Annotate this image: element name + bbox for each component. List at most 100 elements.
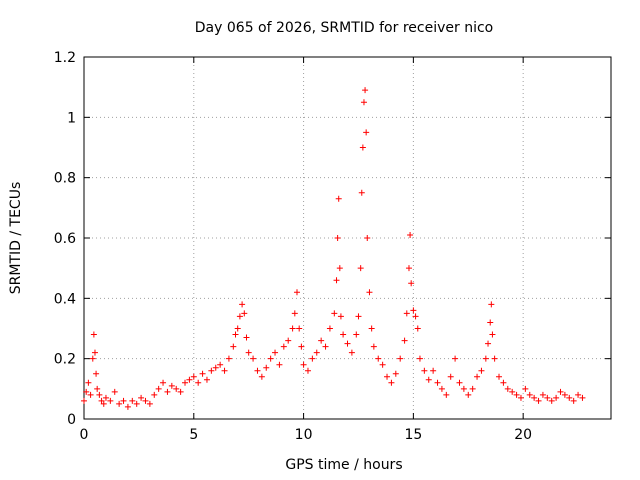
data-point bbox=[465, 391, 472, 398]
data-point bbox=[91, 349, 98, 356]
data-point bbox=[478, 367, 485, 374]
data-point bbox=[485, 340, 492, 347]
data-point bbox=[548, 397, 555, 404]
data-point bbox=[102, 394, 109, 401]
data-point bbox=[370, 343, 377, 350]
y-tick-label: 1.2 bbox=[54, 50, 76, 66]
data-point bbox=[456, 379, 463, 386]
data-point bbox=[414, 325, 421, 332]
data-point bbox=[509, 388, 516, 395]
data-point bbox=[89, 355, 96, 362]
data-point bbox=[513, 391, 520, 398]
data-point bbox=[208, 367, 215, 374]
x-tick-label: 5 bbox=[189, 427, 198, 443]
data-point bbox=[182, 379, 189, 386]
data-point bbox=[469, 385, 476, 392]
data-point bbox=[544, 394, 551, 401]
x-axis-label: GPS time / hours bbox=[285, 457, 402, 473]
data-point bbox=[309, 355, 316, 362]
data-point bbox=[217, 361, 224, 368]
data-point bbox=[344, 340, 351, 347]
data-point bbox=[522, 385, 529, 392]
data-point bbox=[300, 361, 307, 368]
data-point bbox=[491, 355, 498, 362]
data-point bbox=[575, 391, 582, 398]
data-point bbox=[443, 391, 450, 398]
data-point bbox=[348, 349, 355, 356]
data-point bbox=[160, 379, 167, 386]
data-point bbox=[107, 397, 114, 404]
data-point bbox=[318, 337, 325, 344]
plot-frame bbox=[83, 56, 612, 420]
data-point bbox=[570, 397, 577, 404]
x-axis: 0 5 10 15 20 bbox=[80, 57, 532, 443]
data-point bbox=[322, 343, 329, 350]
data-point bbox=[236, 313, 243, 320]
data-point bbox=[276, 361, 283, 368]
data-point bbox=[375, 355, 382, 362]
data-point bbox=[355, 313, 362, 320]
data-point bbox=[425, 376, 432, 383]
y-tick-label: 0.4 bbox=[54, 291, 76, 307]
data-point bbox=[177, 388, 184, 395]
x-tick-label: 0 bbox=[80, 427, 89, 443]
data-point bbox=[392, 370, 399, 377]
data-point bbox=[388, 379, 395, 386]
y-tick-label: 0.2 bbox=[54, 352, 76, 368]
data-point bbox=[335, 195, 342, 202]
data-point bbox=[421, 367, 428, 374]
data-point bbox=[403, 310, 410, 317]
data-point bbox=[579, 394, 586, 401]
data-point bbox=[98, 397, 105, 404]
data-point bbox=[142, 397, 149, 404]
data-point bbox=[384, 373, 391, 380]
data-point bbox=[195, 379, 202, 386]
data-point bbox=[203, 376, 210, 383]
data-point bbox=[173, 385, 180, 392]
data-point bbox=[405, 265, 412, 272]
y-tick-label: 0.8 bbox=[54, 171, 76, 187]
data-point bbox=[138, 394, 145, 401]
data-point bbox=[535, 397, 542, 404]
data-point bbox=[124, 403, 131, 410]
data-point bbox=[357, 265, 364, 272]
data-point bbox=[94, 385, 101, 392]
data-point bbox=[243, 334, 250, 341]
data-point bbox=[326, 325, 333, 332]
data-point bbox=[397, 355, 404, 362]
data-point bbox=[241, 310, 248, 317]
data-point bbox=[412, 313, 419, 320]
data-point bbox=[407, 231, 414, 238]
data-point bbox=[526, 391, 533, 398]
data-point bbox=[438, 385, 445, 392]
data-point bbox=[340, 331, 347, 338]
data-point bbox=[298, 343, 305, 350]
data-point bbox=[336, 265, 343, 272]
data-point bbox=[225, 355, 232, 362]
x-tick-label: 15 bbox=[404, 427, 422, 443]
data-point bbox=[362, 87, 369, 94]
x-tick-label: 10 bbox=[295, 427, 313, 443]
data-point bbox=[199, 370, 206, 377]
data-point bbox=[474, 373, 481, 380]
data-point bbox=[190, 373, 197, 380]
data-point bbox=[146, 400, 153, 407]
data-point bbox=[263, 364, 270, 371]
data-point bbox=[401, 337, 408, 344]
grid-lines bbox=[84, 57, 611, 419]
y-axis-label: SRMTID / TECUs bbox=[8, 182, 24, 295]
data-point bbox=[291, 310, 298, 317]
data-point bbox=[272, 349, 279, 356]
data-point bbox=[304, 367, 311, 374]
data-point bbox=[250, 355, 257, 362]
data-point bbox=[410, 307, 417, 314]
data-point bbox=[85, 379, 92, 386]
data-point bbox=[504, 385, 511, 392]
data-point bbox=[447, 373, 454, 380]
data-point bbox=[331, 310, 338, 317]
data-point bbox=[258, 373, 265, 380]
data-point bbox=[116, 400, 123, 407]
data-point bbox=[313, 349, 320, 356]
data-point bbox=[280, 343, 287, 350]
